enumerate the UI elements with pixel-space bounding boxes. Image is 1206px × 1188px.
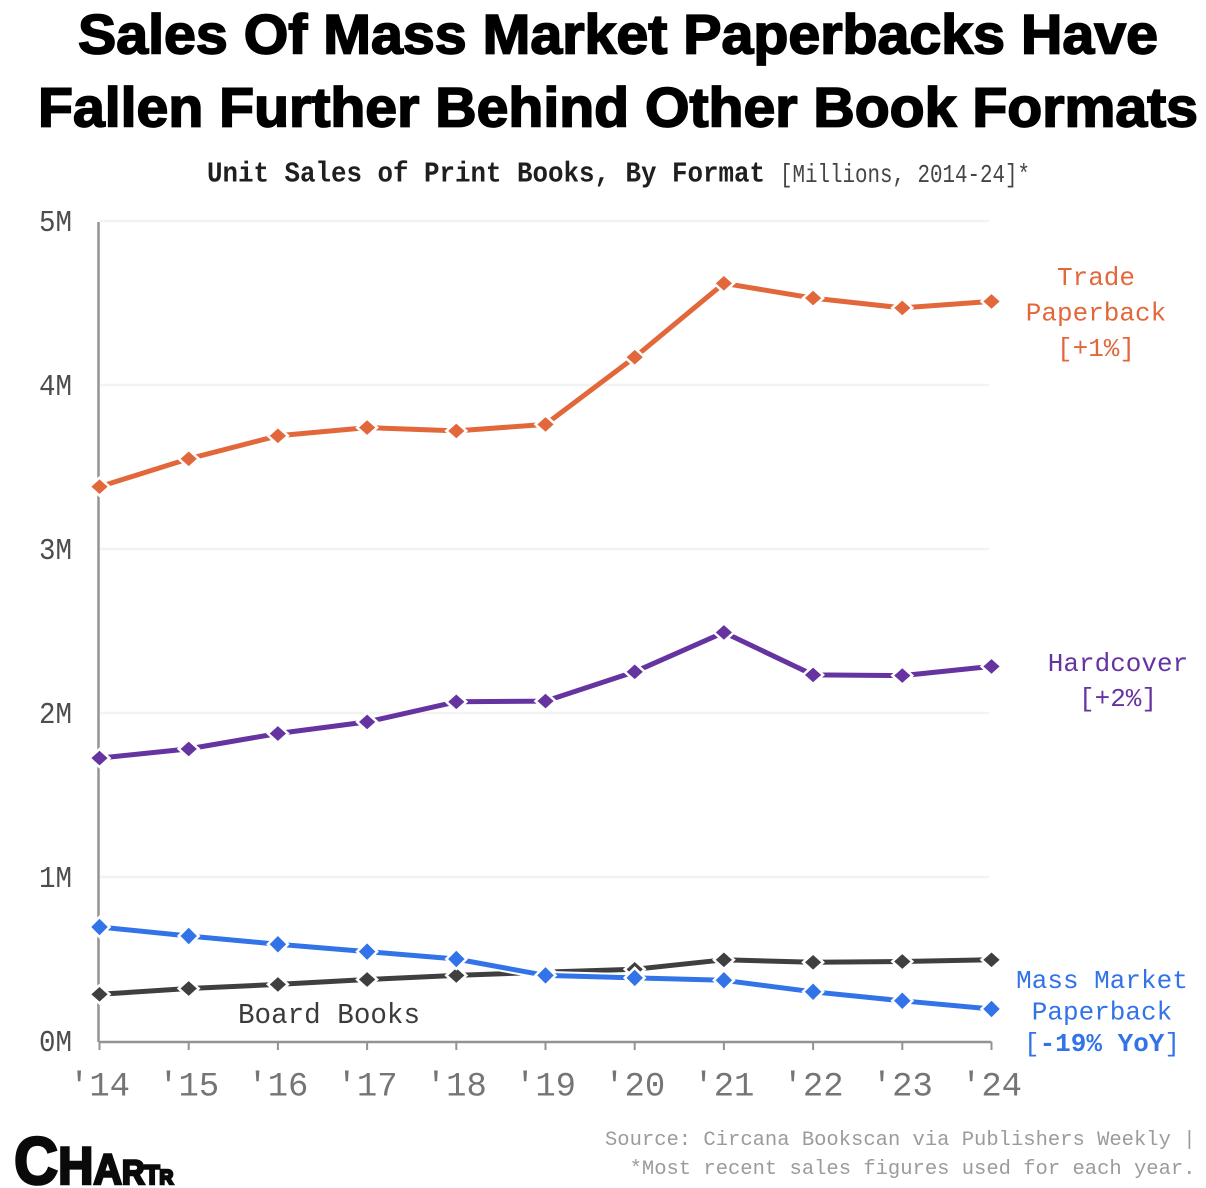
svg-text:[+2%]: [+2%] — [1079, 684, 1157, 714]
svg-text:'21: '21 — [693, 1069, 754, 1107]
svg-text:Trade: Trade — [1057, 263, 1135, 293]
svg-text:[-19% YoY]: [-19% YoY] — [1024, 1029, 1180, 1059]
svg-text:4M: 4M — [39, 370, 72, 405]
svg-text:Unit Sales of Print Books, By: Unit Sales of Print Books, By Format — [207, 158, 765, 191]
svg-text:3M: 3M — [39, 534, 72, 569]
svg-text:Mass Market: Mass Market — [1016, 966, 1188, 996]
svg-text:Paperback: Paperback — [1032, 998, 1172, 1028]
svg-text:0M: 0M — [39, 1026, 72, 1061]
svg-text:'15: '15 — [158, 1069, 219, 1107]
svg-text:Paperback: Paperback — [1026, 299, 1166, 329]
svg-text:'22: '22 — [783, 1069, 844, 1107]
svg-text:Source: Circana Bookscan via P: Source: Circana Bookscan via Publishers … — [605, 1129, 1196, 1152]
svg-text:Fallen Further Behind Other Bo: Fallen Further Behind Other Book Formats — [38, 76, 1198, 139]
svg-text:'18: '18 — [426, 1069, 487, 1107]
svg-text:Hardcover: Hardcover — [1048, 649, 1188, 679]
svg-text:Board Books: Board Books — [238, 999, 420, 1032]
svg-text:'20: '20 — [604, 1069, 665, 1107]
svg-text:'17: '17 — [337, 1069, 398, 1107]
svg-text:2M: 2M — [39, 698, 72, 733]
svg-text:*Most recent sales figures use: *Most recent sales figures used for each… — [630, 1158, 1196, 1181]
svg-text:5M: 5M — [39, 206, 72, 241]
svg-text:[Millions, 2014-24]*: [Millions, 2014-24]* — [780, 160, 1030, 190]
svg-text:CHARTR: CHARTR — [14, 1124, 173, 1188]
svg-text:Sales Of Mass Market Paperback: Sales Of Mass Market Paperbacks Have — [78, 3, 1158, 66]
svg-text:'14: '14 — [69, 1069, 130, 1107]
svg-text:'16: '16 — [247, 1069, 308, 1107]
svg-text:[+1%]: [+1%] — [1057, 334, 1135, 364]
svg-text:'19: '19 — [515, 1069, 576, 1107]
svg-text:'23: '23 — [872, 1069, 933, 1107]
svg-text:'24: '24 — [961, 1069, 1022, 1107]
svg-text:1M: 1M — [39, 862, 72, 897]
